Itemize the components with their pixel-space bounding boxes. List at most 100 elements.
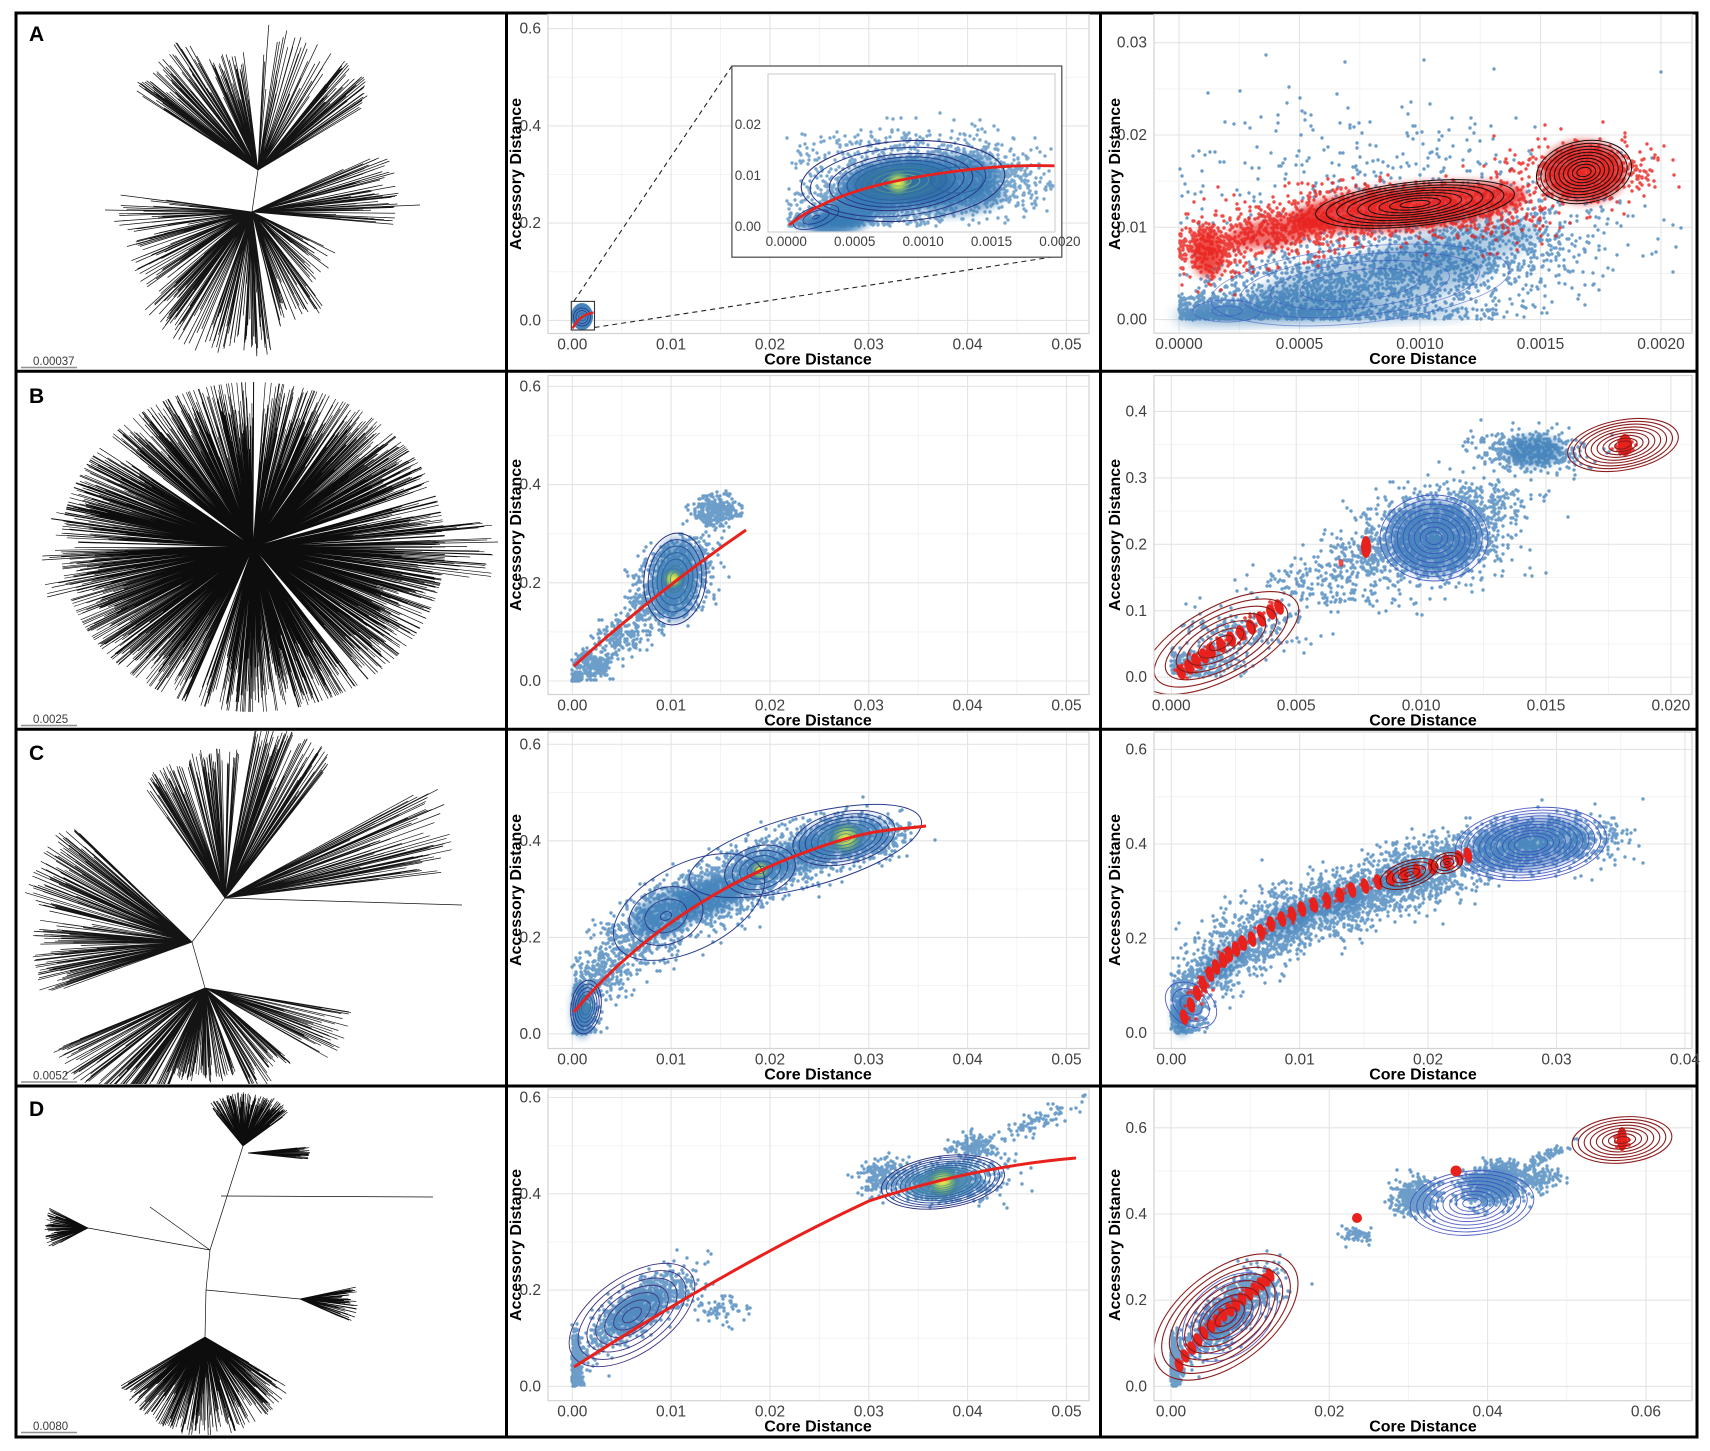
- svg-text:0.01: 0.01: [656, 1404, 686, 1421]
- svg-text:0.4: 0.4: [519, 1186, 541, 1203]
- svg-text:0.0000: 0.0000: [766, 234, 807, 249]
- svg-text:0.04: 0.04: [1670, 1052, 1701, 1069]
- svg-text:0.020: 0.020: [1652, 698, 1691, 715]
- svg-text:0.6: 0.6: [519, 21, 541, 38]
- svg-text:0.02: 0.02: [755, 698, 785, 715]
- svg-text:0.6: 0.6: [1125, 1120, 1147, 1137]
- svg-text:0.06: 0.06: [1631, 1404, 1661, 1421]
- svg-text:0.03: 0.03: [1117, 35, 1147, 52]
- svg-text:0.4: 0.4: [1125, 1206, 1147, 1223]
- svg-text:0.04: 0.04: [953, 337, 984, 354]
- svg-text:0.0005: 0.0005: [1276, 336, 1323, 353]
- svg-text:0.6: 0.6: [1125, 741, 1147, 758]
- svg-text:Accessory Distance: Accessory Distance: [1107, 459, 1124, 611]
- svg-text:0.05: 0.05: [1051, 337, 1081, 354]
- svg-text:0.005: 0.005: [1277, 698, 1316, 715]
- svg-text:0.2: 0.2: [1125, 931, 1147, 948]
- svg-text:0.2: 0.2: [519, 575, 541, 592]
- svg-text:Core Distance: Core Distance: [1369, 713, 1477, 730]
- svg-text:0.00: 0.00: [1156, 1404, 1187, 1421]
- svg-text:0.04: 0.04: [953, 698, 984, 715]
- svg-text:0.0015: 0.0015: [971, 234, 1012, 249]
- svg-text:0.015: 0.015: [1527, 698, 1566, 715]
- svg-text:Core Distance: Core Distance: [1369, 1067, 1477, 1084]
- svg-text:0.01: 0.01: [656, 698, 686, 715]
- svg-text:0.00: 0.00: [557, 1404, 588, 1421]
- svg-text:D: D: [29, 1098, 44, 1121]
- svg-text:0.0010: 0.0010: [1396, 336, 1444, 353]
- svg-text:0.2: 0.2: [1125, 536, 1147, 553]
- svg-text:0.4: 0.4: [519, 833, 541, 850]
- svg-text:0.6: 0.6: [519, 1090, 541, 1107]
- svg-text:0.0052: 0.0052: [33, 1071, 68, 1083]
- svg-text:0.00: 0.00: [557, 337, 588, 354]
- svg-text:0.01: 0.01: [1117, 219, 1147, 236]
- svg-text:0.01: 0.01: [1285, 1052, 1315, 1069]
- svg-text:Accessory Distance: Accessory Distance: [508, 459, 525, 611]
- svg-text:0.0: 0.0: [1125, 669, 1147, 686]
- svg-text:0.00: 0.00: [557, 698, 588, 715]
- svg-text:0.2: 0.2: [519, 1282, 541, 1299]
- svg-text:0.02: 0.02: [1413, 1052, 1443, 1069]
- svg-text:0.05: 0.05: [1051, 1404, 1081, 1421]
- svg-text:Core Distance: Core Distance: [764, 713, 872, 730]
- svg-text:0.02: 0.02: [1117, 127, 1147, 144]
- svg-text:0.00: 0.00: [1117, 312, 1148, 329]
- svg-text:0.0: 0.0: [1125, 1025, 1147, 1042]
- svg-text:B: B: [29, 385, 44, 408]
- svg-text:0.00: 0.00: [735, 219, 761, 234]
- svg-text:0.00: 0.00: [1156, 1052, 1187, 1069]
- svg-text:Core Distance: Core Distance: [764, 352, 872, 369]
- svg-text:0.2: 0.2: [519, 215, 541, 232]
- svg-text:Core Distance: Core Distance: [1369, 351, 1477, 368]
- svg-text:0.0005: 0.0005: [834, 234, 875, 249]
- svg-text:Accessory Distance: Accessory Distance: [1107, 814, 1124, 966]
- svg-text:0.2: 0.2: [1125, 1292, 1147, 1309]
- svg-text:0.010: 0.010: [1402, 698, 1441, 715]
- svg-text:0.03: 0.03: [854, 1052, 884, 1069]
- svg-text:Core Distance: Core Distance: [1369, 1419, 1477, 1436]
- svg-text:0.02: 0.02: [735, 117, 761, 132]
- svg-text:0.00: 0.00: [557, 1052, 588, 1069]
- svg-text:0.6: 0.6: [519, 378, 541, 395]
- svg-text:0.0080: 0.0080: [33, 1421, 68, 1433]
- svg-text:0.0: 0.0: [519, 1026, 541, 1043]
- svg-text:0.0: 0.0: [519, 312, 541, 329]
- svg-text:0.0000: 0.0000: [1155, 336, 1203, 353]
- svg-text:0.2: 0.2: [519, 929, 541, 946]
- svg-text:Core Distance: Core Distance: [764, 1067, 872, 1084]
- svg-text:0.01: 0.01: [735, 168, 761, 183]
- svg-text:0.0015: 0.0015: [1517, 336, 1564, 353]
- svg-text:0.0020: 0.0020: [1039, 234, 1080, 249]
- svg-text:0.0: 0.0: [1125, 1378, 1147, 1395]
- svg-text:Accessory Distance: Accessory Distance: [1107, 1169, 1124, 1321]
- svg-text:Accessory Distance: Accessory Distance: [1107, 98, 1124, 250]
- svg-text:0.4: 0.4: [1125, 836, 1147, 853]
- svg-text:Accessory Distance: Accessory Distance: [508, 814, 525, 966]
- svg-text:0.4: 0.4: [519, 477, 541, 494]
- svg-text:0.05: 0.05: [1051, 698, 1081, 715]
- svg-text:0.4: 0.4: [1125, 403, 1147, 420]
- svg-text:Accessory Distance: Accessory Distance: [508, 1169, 525, 1321]
- svg-text:0.0010: 0.0010: [902, 234, 943, 249]
- svg-text:0.04: 0.04: [953, 1404, 984, 1421]
- svg-text:0.03: 0.03: [1541, 1052, 1571, 1069]
- svg-text:0.0025: 0.0025: [33, 714, 68, 726]
- svg-text:0.0: 0.0: [519, 673, 541, 690]
- svg-text:A: A: [29, 23, 44, 46]
- svg-text:C: C: [29, 742, 44, 765]
- svg-text:0.03: 0.03: [854, 337, 884, 354]
- svg-text:0.01: 0.01: [656, 337, 686, 354]
- svg-text:0.02: 0.02: [755, 337, 785, 354]
- svg-text:0.02: 0.02: [755, 1052, 785, 1069]
- svg-text:0.4: 0.4: [519, 118, 541, 135]
- svg-text:0.0020: 0.0020: [1637, 336, 1685, 353]
- svg-text:0.6: 0.6: [519, 736, 541, 753]
- svg-text:0.0: 0.0: [519, 1378, 541, 1395]
- svg-text:0.04: 0.04: [1473, 1404, 1504, 1421]
- svg-text:0.02: 0.02: [1314, 1404, 1344, 1421]
- svg-text:0.1: 0.1: [1125, 603, 1147, 620]
- svg-text:0.3: 0.3: [1125, 470, 1147, 487]
- svg-text:Accessory Distance: Accessory Distance: [508, 98, 525, 250]
- svg-text:0.05: 0.05: [1051, 1052, 1081, 1069]
